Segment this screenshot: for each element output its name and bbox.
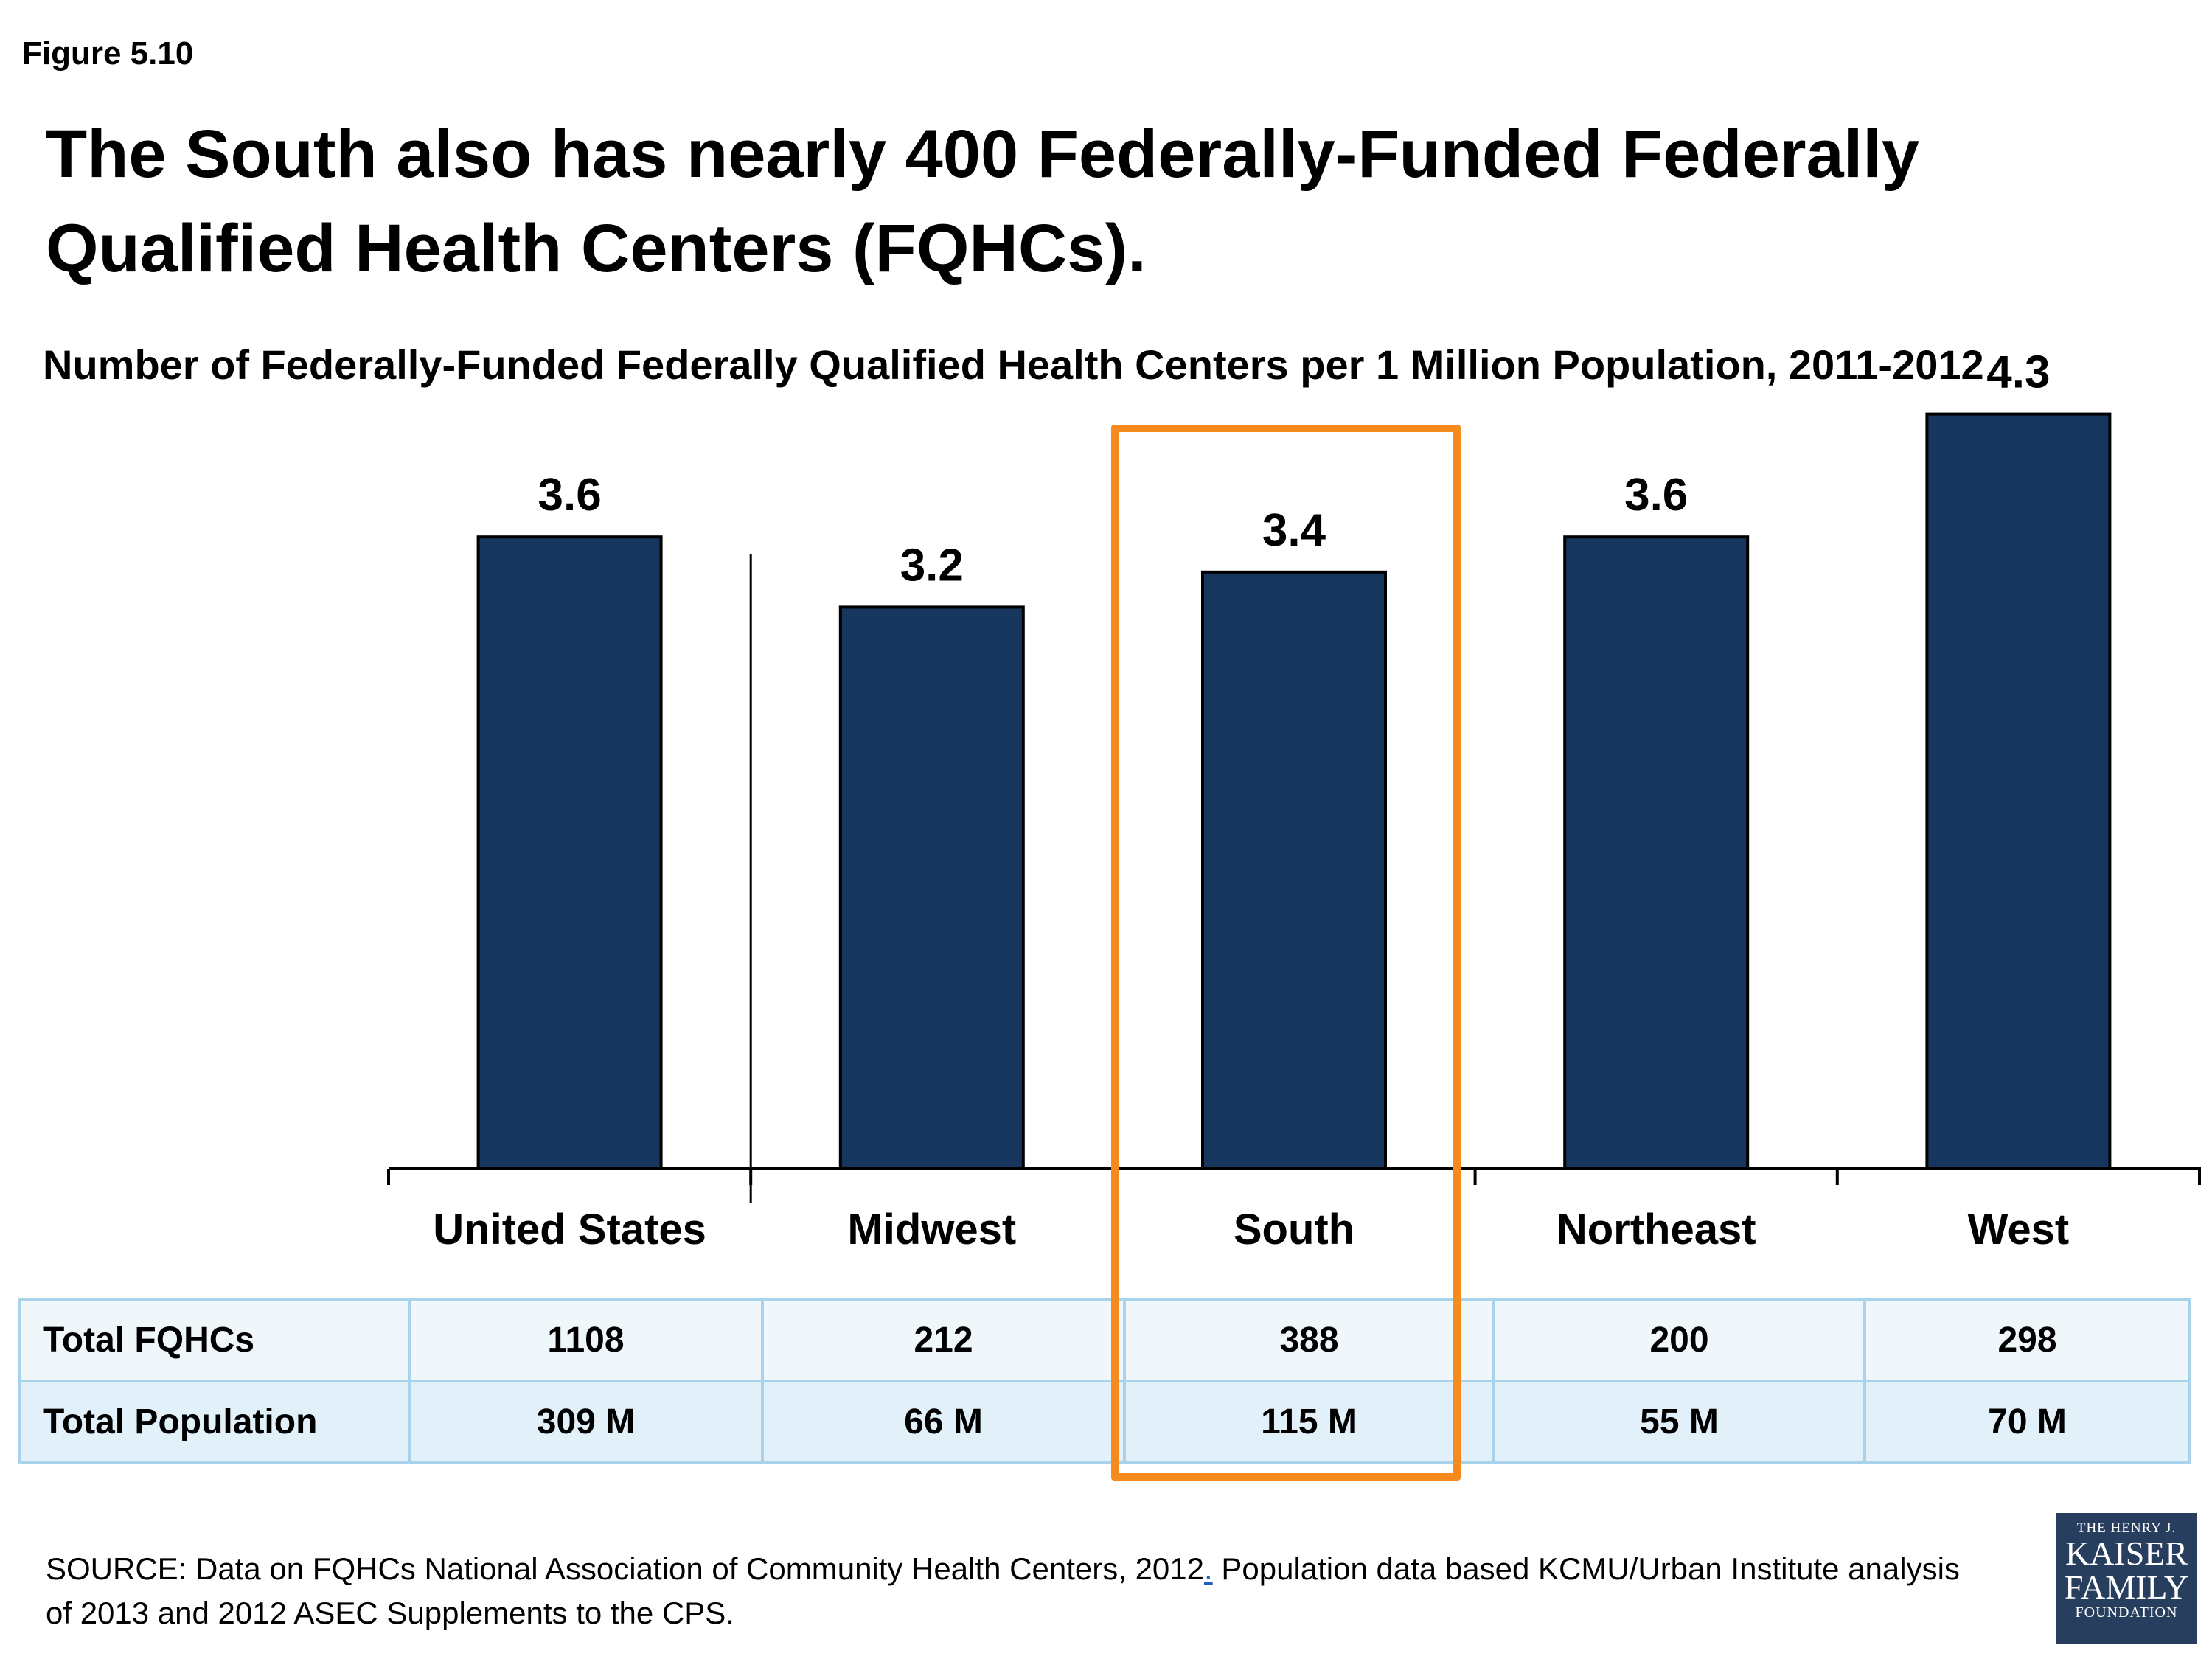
tick-label: Midwest — [847, 1206, 1016, 1253]
bar-northeast — [1563, 535, 1750, 1170]
logo-line: KAISER — [2065, 1534, 2188, 1572]
table-cell: 70 M — [1863, 1380, 2191, 1464]
figure-label: Figure 5.10 — [22, 35, 194, 72]
page-title: The South also has nearly 400 Federally-… — [46, 116, 1920, 286]
bar-midwest — [838, 605, 1025, 1170]
table-cell: 55 M — [1492, 1380, 1866, 1464]
logo-line: THE HENRY J. — [2076, 1520, 2177, 1536]
bar-united-states — [476, 535, 663, 1170]
source-link[interactable]: . — [1204, 1551, 1213, 1586]
table-cell: 212 — [761, 1298, 1126, 1382]
row-label: Total FQHCs — [18, 1298, 411, 1382]
table-row-total-population: Total Population 309 M 66 M 115 M 55 M 7… — [18, 1380, 2191, 1464]
data-label: 3.4 — [1262, 505, 1326, 556]
tick-label: Northeast — [1557, 1206, 1756, 1253]
table-cell: 115 M — [1123, 1380, 1495, 1464]
logo-line: FOUNDATION — [2075, 1604, 2178, 1621]
data-label: 3.6 — [538, 470, 601, 521]
table-row-total-fqhcs: Total FQHCs 1108 212 388 200 298 — [18, 1298, 2191, 1382]
tick-label: South — [1234, 1206, 1354, 1253]
table-cell: 66 M — [761, 1380, 1126, 1464]
row-label: Total Population — [18, 1380, 411, 1464]
bar-west — [1925, 412, 2112, 1170]
tick-label: United States — [433, 1206, 706, 1253]
table-cell: 1108 — [408, 1298, 764, 1382]
table-cell: 309 M — [408, 1380, 764, 1464]
data-label: 3.6 — [1624, 470, 1688, 521]
table-cell: 200 — [1492, 1298, 1866, 1382]
source-text: SOURCE: Data on FQHCs National Associati… — [46, 1551, 1205, 1586]
bar-chart: 3.6 United States 3.2 Midwest 3.4 South 3.6 Nor… — [387, 347, 2201, 1253]
data-table: Total FQHCs 1108 212 388 200 298 Total P… — [18, 1298, 2191, 1464]
logo-line: FAMILY — [2064, 1568, 2189, 1606]
chart-title: Number of Federally-Funded Federally Qua… — [43, 341, 1984, 388]
source-note: SOURCE: Data on FQHCs National Associati… — [46, 1547, 1992, 1635]
table-cell: 388 — [1123, 1298, 1495, 1382]
kff-logo: THE HENRY J. KAISER FAMILY FOUNDATION — [2056, 1513, 2197, 1644]
bar-south — [1201, 570, 1387, 1170]
table-cell: 298 — [1863, 1298, 2191, 1382]
source-text-rest: Population data based KCMU/Urban Institu… — [46, 1551, 1960, 1630]
tick-label: West — [1968, 1206, 2070, 1253]
data-label: 4.3 — [1986, 347, 2050, 398]
data-label: 3.2 — [900, 540, 964, 591]
